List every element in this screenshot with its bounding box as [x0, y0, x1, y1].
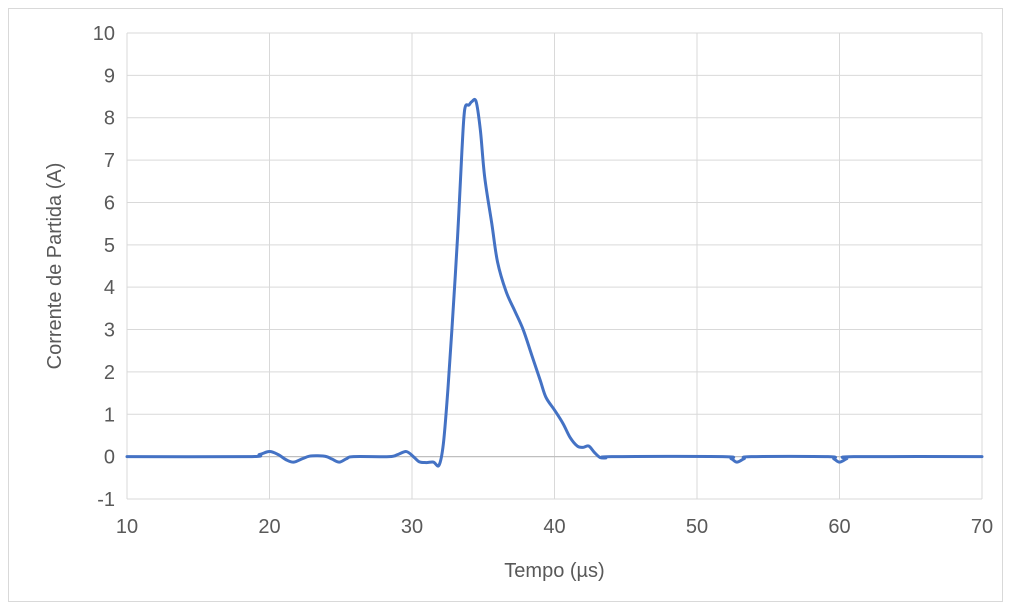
y-tick-label: -1 — [97, 489, 115, 511]
x-tick-labels: 10 20 30 40 50 60 70 — [116, 516, 993, 538]
y-axis-title: Corrente de Partida (A) — [44, 163, 66, 370]
y-tick-label: 8 — [104, 108, 115, 130]
y-tick-label: 9 — [104, 65, 115, 87]
y-tick-label: 2 — [104, 362, 115, 384]
y-tick-label: 0 — [104, 447, 115, 469]
x-tick-label: 10 — [116, 516, 138, 538]
x-tick-label: 60 — [828, 516, 850, 538]
x-tick-label: 20 — [258, 516, 280, 538]
y-tick-label: 6 — [104, 192, 115, 214]
x-tick-label: 30 — [401, 516, 423, 538]
y-tick-label: 5 — [104, 235, 115, 257]
y-tick-label: 10 — [93, 23, 115, 45]
y-tick-label: 4 — [104, 277, 115, 299]
gridlines — [127, 33, 982, 499]
line-chart: -1 0 1 2 3 4 5 6 7 8 9 10 10 20 30 40 50 60 70 Tempo (µs)… — [9, 9, 1004, 603]
chart-frame: -1 0 1 2 3 4 5 6 7 8 9 10 10 20 30 40 50 60 70 Tempo (µs)… — [8, 8, 1003, 602]
x-tick-label: 40 — [543, 516, 565, 538]
y-tick-label: 1 — [104, 404, 115, 426]
x-tick-label: 50 — [686, 516, 708, 538]
y-tick-label: 3 — [104, 320, 115, 342]
x-axis-title: Tempo (µs) — [504, 560, 604, 582]
x-tick-label: 70 — [971, 516, 993, 538]
y-tick-labels: -1 0 1 2 3 4 5 6 7 8 9 10 — [93, 23, 115, 511]
y-tick-label: 7 — [104, 150, 115, 172]
